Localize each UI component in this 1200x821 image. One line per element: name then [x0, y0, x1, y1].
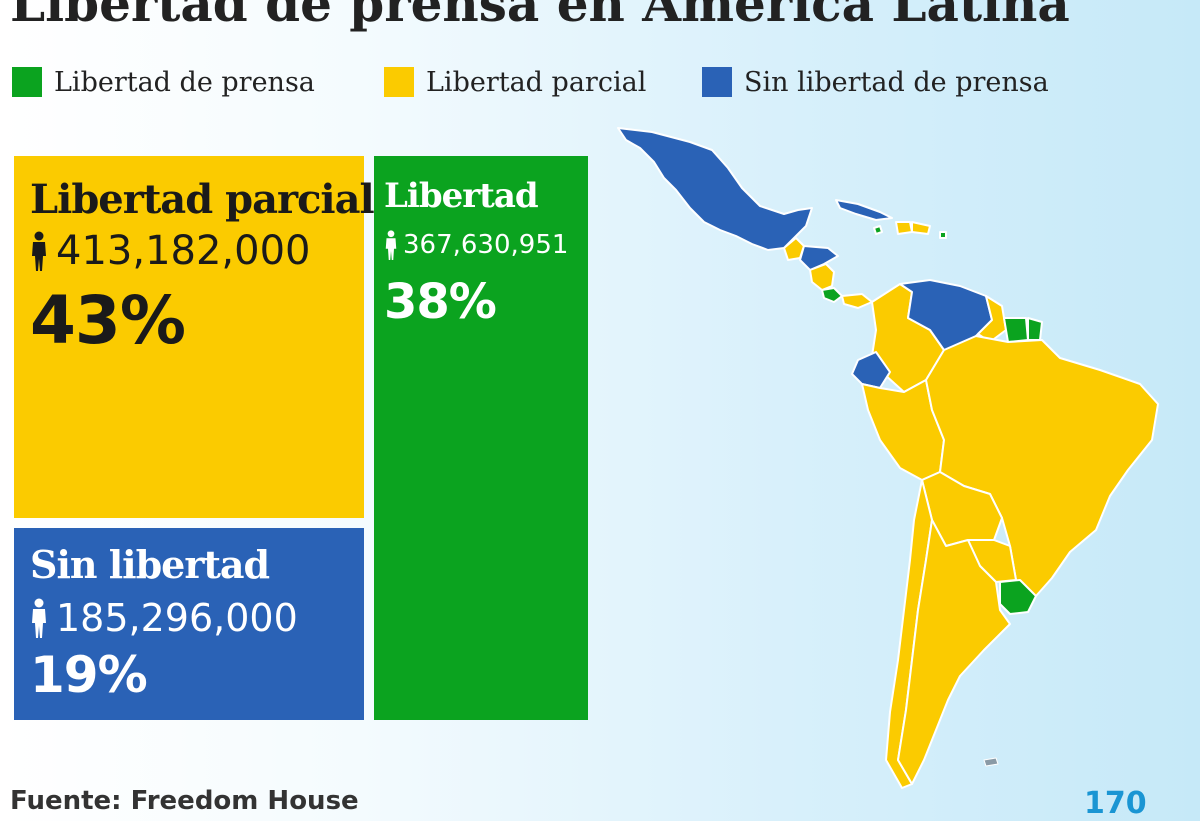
box-title-not-free: Sin libertad: [30, 542, 270, 587]
percent-label-partial: 43%: [30, 282, 186, 359]
percent-label-not-free: 19%: [30, 646, 148, 704]
map-central-america-south: [809, 263, 835, 291]
legend-item-free: Libertad de prensa: [12, 64, 315, 100]
map-uruguay: [999, 579, 1037, 615]
map-caribbean-green-2: [939, 231, 947, 239]
legend-label-partial: Libertad parcial: [426, 66, 647, 98]
legend-item-not-free: Sin libertad de prensa: [702, 64, 1049, 100]
map-panama: [841, 293, 873, 309]
map-argentina: [897, 519, 1011, 785]
person-icon: [32, 598, 46, 638]
box-title-free: Libertad: [384, 176, 539, 216]
person-icon: [32, 231, 46, 271]
map-haiti: [895, 221, 913, 235]
person-icon: [385, 230, 397, 260]
treemap-box-free: Libertad 367,630,951 38%: [374, 156, 588, 720]
legend-swatch-partial: [384, 67, 414, 97]
legend-label-free: Libertad de prensa: [54, 66, 315, 98]
map-cuba: [835, 199, 893, 221]
publisher-logo: 170: [1084, 786, 1147, 821]
map-caribbean-green-1: [873, 225, 883, 235]
box-population-partial: 413,182,000: [30, 228, 310, 274]
legend-item-partial: Libertad parcial: [384, 64, 646, 100]
box-population-free: 367,630,951: [384, 230, 568, 260]
population-value-partial: 413,182,000: [56, 228, 311, 274]
percent-label-free: 38%: [384, 274, 497, 330]
population-value-not-free: 185,296,000: [56, 596, 298, 640]
box-population-not-free: 185,296,000: [30, 596, 298, 640]
map-costa-rica: [821, 287, 843, 303]
map-falklands: [983, 757, 999, 767]
box-title-partial: Libertad parcial: [30, 176, 375, 223]
page-title: Libertad de prensa en América Latina: [10, 0, 1070, 33]
source-note: Fuente: Freedom House: [10, 786, 359, 816]
map-french-guiana: [1027, 317, 1043, 341]
treemap-box-not-free: Sin libertad 185,296,000 19%: [14, 528, 364, 720]
map-mexico: [617, 127, 813, 251]
latin-america-map: [617, 127, 1159, 789]
legend-swatch-free: [12, 67, 42, 97]
map-suriname: [1003, 317, 1029, 343]
map-dominican-republic: [911, 221, 931, 235]
legend-label-not-free: Sin libertad de prensa: [744, 66, 1049, 98]
population-value-free: 367,630,951: [403, 230, 569, 260]
legend-swatch-not-free: [702, 67, 732, 97]
treemap-box-partial: Libertad parcial 413,182,000 43%: [14, 156, 375, 518]
